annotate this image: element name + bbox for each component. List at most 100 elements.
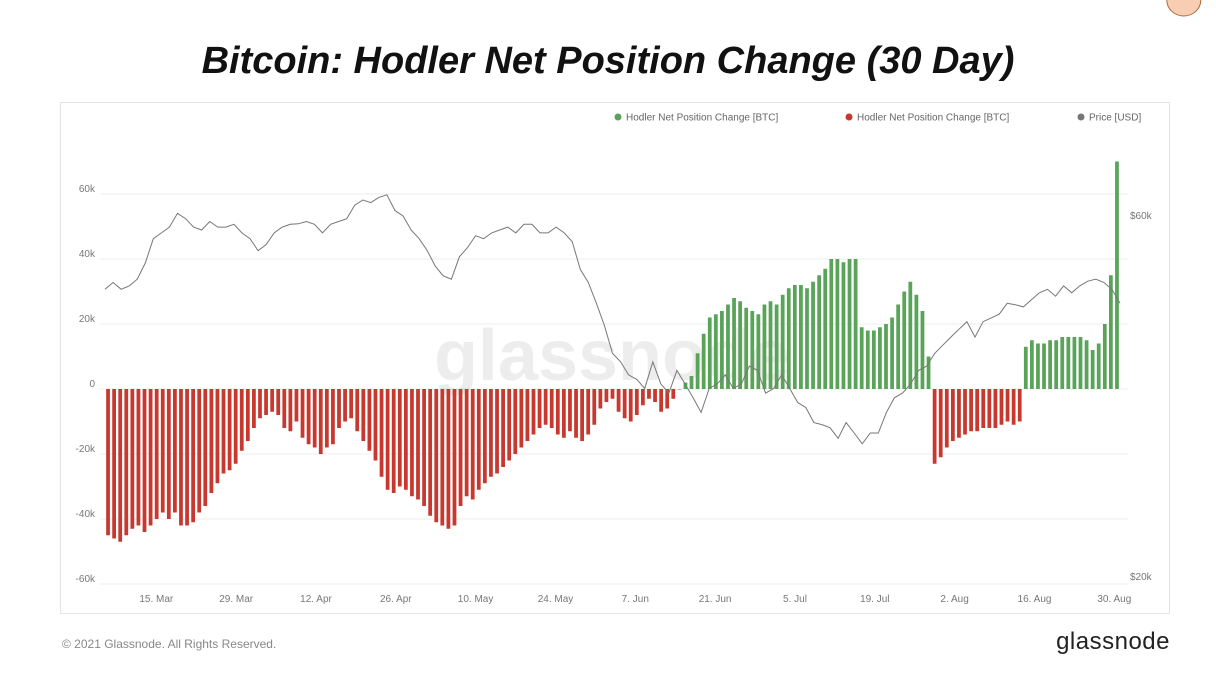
glassnode-logo: glassnode [1056, 628, 1170, 655]
bar-positive [1023, 346, 1028, 389]
bar-negative [647, 389, 651, 399]
bar-negative [264, 389, 268, 415]
bar-negative [221, 389, 226, 474]
bar-negative [653, 389, 657, 402]
bar-negative [112, 389, 116, 539]
bar-negative [519, 389, 524, 448]
copyright-text: © 2021 Glassnode. All Rights Reserved. [62, 637, 277, 651]
bar-positive [768, 301, 773, 389]
bar-positive [756, 314, 761, 389]
bar-positive [805, 288, 809, 389]
legend-label: Price [USD] [1089, 113, 1141, 124]
bar-negative [312, 389, 317, 448]
bar-negative [270, 389, 275, 412]
bar-negative [403, 389, 408, 490]
bar-negative [555, 389, 560, 435]
bar-negative [349, 389, 354, 419]
bar-negative [999, 389, 1004, 425]
bar-negative [610, 389, 615, 399]
bar-positive [774, 304, 779, 389]
bar-negative [568, 389, 572, 432]
bar-negative [641, 389, 645, 406]
bar-positive [1029, 340, 1034, 389]
bar-positive [683, 382, 688, 389]
legend: Hodler Net Position Change [BTC] Hodler N… [614, 113, 1141, 124]
bar-positive [744, 307, 749, 389]
bar-negative [130, 389, 135, 529]
bar-positive [1048, 340, 1052, 389]
bar-negative [136, 389, 141, 526]
legend-swatch [614, 113, 622, 121]
bar-negative [938, 389, 943, 458]
bar-negative [616, 389, 621, 412]
watermark: glassnode [434, 316, 790, 396]
bar-negative [422, 389, 426, 506]
bar-positive [865, 330, 870, 389]
bar-negative [142, 389, 147, 532]
bar-positive [1060, 337, 1065, 389]
bar-negative [197, 389, 202, 513]
bar-negative [659, 389, 664, 412]
bar-negative [276, 389, 281, 415]
bar-positive [762, 304, 767, 389]
bar-positive [780, 294, 785, 389]
bar-negative [361, 389, 366, 441]
x-tick-label: 12. Apr [300, 594, 332, 605]
bar-positive [914, 294, 919, 389]
y-tick-left: 0 [89, 379, 95, 390]
x-tick-label: 24. May [538, 594, 574, 605]
bar-negative [148, 389, 153, 526]
bar-negative [975, 389, 980, 432]
bar-negative [574, 389, 578, 438]
bar-positive [896, 304, 901, 389]
bar-negative [154, 389, 159, 519]
bar-negative [337, 389, 341, 428]
bar-positive [738, 301, 743, 389]
bar-negative [373, 389, 378, 461]
bar-positive [823, 268, 828, 389]
bar-positive [811, 281, 815, 389]
bar-negative [501, 389, 505, 467]
price-line-group [104, 194, 1121, 445]
bar-negative [598, 389, 603, 409]
bar-positive [1115, 161, 1119, 389]
bar-positive [720, 311, 724, 389]
bar-negative [537, 389, 542, 428]
x-tick-label: 2. Aug [940, 594, 968, 605]
y-axis-left: -60k -40k -20k 0 20k 40k 60k [76, 184, 96, 585]
bar-positive [750, 311, 755, 389]
bar-negative [367, 389, 372, 451]
bar-negative [634, 389, 639, 415]
bar-negative [543, 389, 548, 425]
bar-positive [920, 311, 925, 389]
bar-negative [561, 389, 566, 438]
bar-negative [118, 389, 123, 542]
bar-positive [884, 324, 888, 389]
bar-negative [191, 389, 196, 523]
bar-negative [464, 389, 469, 497]
bar-positive [792, 285, 797, 389]
bar-negative [969, 389, 973, 432]
bar-negative [446, 389, 451, 529]
bar-positive [871, 330, 876, 389]
y-tick-left: 20k [79, 314, 96, 325]
bar-negative [355, 389, 360, 432]
bar-negative [580, 389, 584, 441]
x-tick-label: 15. Mar [139, 594, 174, 605]
bar-negative [227, 389, 232, 471]
bar-negative [440, 389, 445, 526]
bar-negative [1017, 389, 1022, 422]
bar-negative [963, 389, 967, 435]
bar-negative [203, 389, 208, 506]
bar-positive [1042, 343, 1046, 389]
bar-positive [829, 259, 834, 389]
bar-positive [817, 275, 822, 389]
bar-negative [628, 389, 633, 422]
x-tick-label: 5. Jul [783, 594, 807, 605]
bar-negative [124, 389, 129, 536]
legend-label: Hodler Net Position Change [BTC] [857, 113, 1010, 124]
bar-negative [476, 389, 481, 490]
bar-positive [841, 262, 846, 389]
bar-negative [434, 389, 439, 523]
bar-negative [531, 389, 536, 435]
